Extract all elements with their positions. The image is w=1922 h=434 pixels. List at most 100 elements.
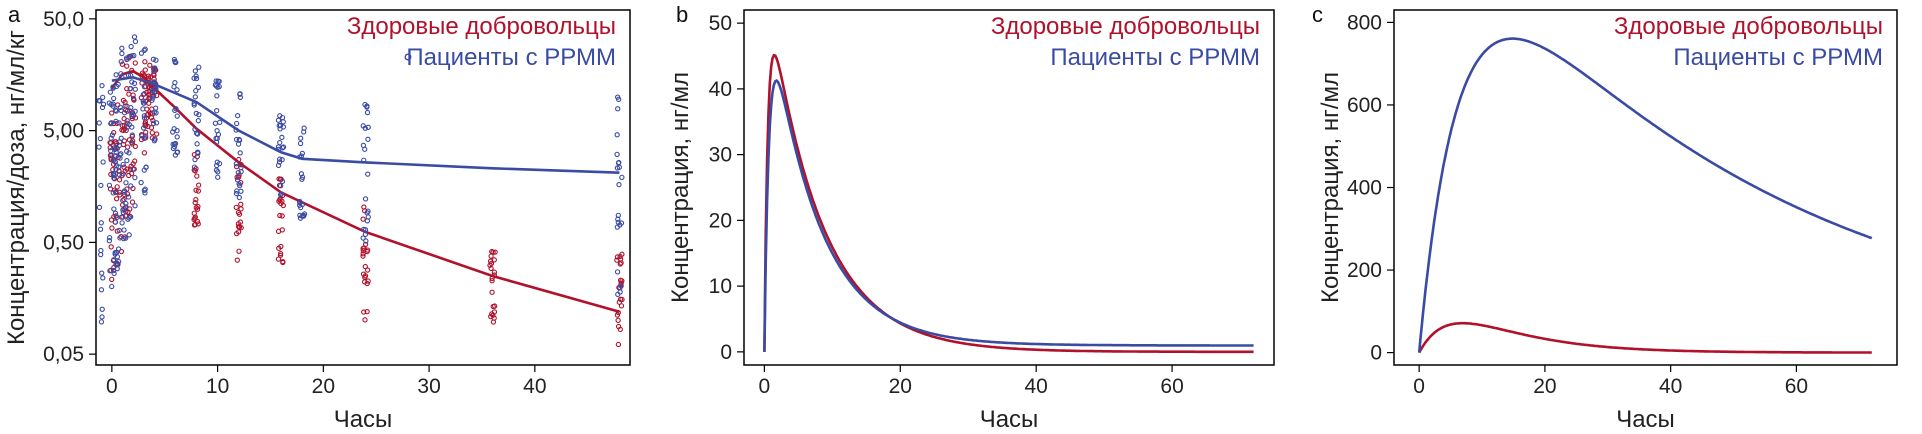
data-point [114,163,120,169]
data-point [112,219,119,225]
data-point [236,172,242,178]
data-point [141,150,148,156]
data-point [614,269,621,275]
data-point [142,190,148,196]
data-point [214,108,220,114]
data-point [170,129,176,135]
data-point [129,53,135,59]
data-point [124,63,130,69]
data-point [113,261,119,268]
data-point [278,191,284,197]
data-point [213,83,220,89]
data-point [129,139,135,146]
data-point [132,60,138,66]
data-point [120,161,126,168]
data-point [117,152,123,158]
data-point [109,283,115,290]
data-point [615,317,621,323]
data-point [365,124,371,130]
y-tick-label: 50 [709,12,732,35]
data-point [364,103,370,109]
data-point [193,196,199,203]
data-point [615,341,622,348]
data-point [361,309,367,315]
data-point [360,253,366,259]
data-point [238,201,244,207]
data-point [111,95,117,102]
data-point [172,152,179,158]
data-point [141,115,148,121]
data-point [96,204,103,211]
data-point [132,143,138,150]
data-point [118,135,124,141]
data-point [235,169,241,176]
data-point [108,135,114,141]
data-point [173,59,179,66]
x-axis-title: Часы [1616,406,1675,433]
series-line [1418,321,1872,354]
data-point [120,197,126,204]
data-point [127,108,133,114]
data-point [238,188,244,194]
data-point [275,117,282,123]
data-point [100,275,106,281]
data-point [116,120,122,126]
x-tick-label: 30 [417,375,440,398]
series-group-b [763,53,1254,354]
data-point [234,257,240,263]
data-point [235,229,242,235]
data-point [115,102,121,108]
data-point [111,270,117,277]
panel-letter-a: a [8,2,21,27]
data-point [97,135,103,142]
data-point [360,235,366,241]
x-tick-label: 40 [1659,375,1682,398]
data-point [236,211,243,217]
y-tick-label: 0,50 [43,231,84,254]
data-point [234,113,241,119]
data-point [362,146,368,152]
data-point [121,110,128,116]
data-point [617,253,623,260]
data-point [96,144,102,150]
data-point [194,131,201,137]
data-point [364,308,370,315]
data-point [113,188,119,195]
data-point [192,156,198,163]
x-tick-label: 60 [1785,375,1808,398]
data-point [191,75,197,81]
data-point [98,220,104,226]
data-point [117,235,123,241]
data-point [131,34,138,40]
data-point [129,124,135,130]
y-tick-label: 20 [709,209,732,232]
data-point [126,150,132,156]
data-point [100,94,106,100]
series-line [763,53,1254,354]
data-point [192,94,198,100]
data-point [123,200,129,207]
data-point [234,120,240,127]
data-point [614,312,621,318]
data-point [279,178,286,184]
data-point [127,86,133,92]
legend-label: Пациенты с РРММ [1050,44,1260,71]
data-point [130,95,137,102]
data-point [147,62,153,68]
y-tick-label: 0 [720,341,732,364]
data-point [116,177,123,183]
data-point [360,251,366,257]
data-point [279,134,285,141]
data-point [280,202,286,209]
data-point [121,189,127,195]
data-point [192,68,198,74]
data-point [109,132,116,138]
data-point [130,166,136,172]
legend-label: Здоровые добровольцы [1614,13,1883,40]
data-point [132,86,138,92]
data-point [172,107,178,114]
x-tick-label: 10 [206,375,229,398]
data-point [151,92,157,98]
data-point [235,221,242,227]
data-point [126,91,132,97]
